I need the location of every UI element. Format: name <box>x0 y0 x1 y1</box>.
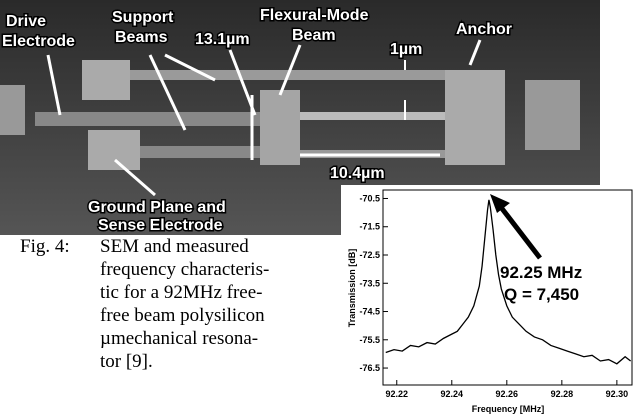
sem-label: Anchor <box>456 21 512 38</box>
arrow-head <box>490 194 510 213</box>
sem-label: Ground Plane and <box>88 199 226 216</box>
sem-label: Support <box>112 9 174 26</box>
x-tick-label: 92.24 <box>441 389 464 399</box>
y-axis-label: Transmission [dB] <box>347 249 357 328</box>
annotation: 92.25 MHz <box>500 263 582 282</box>
caption-line: frequency characteris- <box>100 259 269 280</box>
sem-label: Beams <box>115 29 168 46</box>
y-tick-label: -72.5 <box>359 250 380 260</box>
y-tick-label: -71.5 <box>359 222 380 232</box>
sem-image <box>0 0 600 235</box>
data-line <box>385 199 632 365</box>
sem-label: Drive <box>6 13 46 30</box>
sem-label: 10.4µm <box>330 165 385 182</box>
annotation-arrow <box>498 204 542 260</box>
caption-line: tic for a 92MHz free- <box>100 282 262 303</box>
y-tick-label: -73.5 <box>359 278 380 288</box>
plot-frame <box>382 189 633 386</box>
sem-label: Sense Electrode <box>98 217 223 234</box>
y-tick-label: -75.5 <box>359 335 380 345</box>
sem-label: Flexural-Mode <box>260 7 369 24</box>
annotation: Q = 7,450 <box>504 285 579 304</box>
x-tick-label: 92.26 <box>496 389 519 399</box>
y-tick-label: -74.5 <box>359 307 380 317</box>
caption-line: µmechanical resona- <box>100 328 258 349</box>
caption-line: free beam polysilicon <box>100 305 265 326</box>
sem-label: Beam <box>292 27 336 44</box>
x-tick-label: 92.22 <box>385 389 408 399</box>
x-tick-label: 92.30 <box>606 389 629 399</box>
sem-label: 13.1µm <box>195 31 250 48</box>
x-axis-label: Frequency [MHz] <box>472 404 545 414</box>
sem-label: 1µm <box>390 41 422 58</box>
caption-label: Fig. 4: <box>20 236 70 257</box>
sem-label: Electrode <box>2 33 75 50</box>
caption-line: SEM and measured <box>100 236 249 257</box>
caption-line: tor [9]. <box>100 351 153 372</box>
x-tick-label: 92.28 <box>551 389 574 399</box>
y-tick-label: -76.5 <box>359 363 380 373</box>
y-tick-label: -70.5 <box>359 193 380 203</box>
